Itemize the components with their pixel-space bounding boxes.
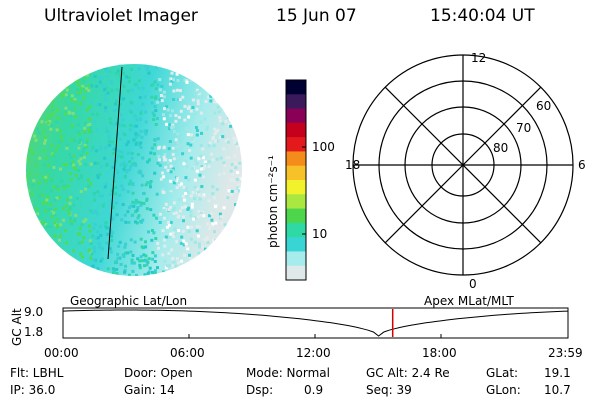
instrument-title: Ultraviolet Imager xyxy=(44,6,198,26)
geographic-caption: Geographic Lat/Lon xyxy=(70,294,188,308)
mlt-label-12: 12 xyxy=(471,51,486,65)
colorbar-unit-label: photon cm⁻²s⁻¹ xyxy=(266,155,280,248)
date-label: 15 Jun 07 xyxy=(276,6,357,26)
altitude-timeline: GC Alt 9.0 1.8 00:00 06:00 12:00 18:00 2… xyxy=(10,305,583,360)
x-tick-2359: 23:59 xyxy=(548,346,583,360)
y-tick-1-8: 1.8 xyxy=(24,325,43,339)
apex-caption: Apex MLat/MLT xyxy=(424,294,514,308)
glon-value: 10.7 xyxy=(544,383,571,397)
mlt-label-6: 6 xyxy=(578,158,586,172)
altitude-curve xyxy=(62,309,569,337)
gc-alt-status: GC Alt: 2.4 Re xyxy=(366,366,450,380)
polar-plot: 12 18 6 0 60 70 80 xyxy=(345,51,586,290)
glat-label: GLat: xyxy=(486,366,519,380)
gc-alt-axis-label: GC Alt xyxy=(10,308,24,346)
colorbar-tick-100: 100 xyxy=(312,140,335,154)
y-tick-9: 9.0 xyxy=(24,305,43,319)
terminator-line xyxy=(107,66,123,260)
x-tick-0000: 00:00 xyxy=(44,346,79,360)
lat-label-60: 60 xyxy=(536,99,551,113)
x-tick-1800: 18:00 xyxy=(422,346,457,360)
colorbar: photon cm⁻²s⁻¹ xyxy=(266,79,307,281)
x-tick-0600: 06:00 xyxy=(170,346,205,360)
uv-earth-image xyxy=(26,64,242,276)
ip-status: IP: 36.0 xyxy=(10,383,56,397)
seq-status: Seq: 39 xyxy=(366,383,412,397)
dsp-label: Dsp: xyxy=(246,383,274,397)
colorbar-tick-10: 10 xyxy=(312,227,328,241)
mode-status: Mode: Normal xyxy=(246,366,330,380)
mlt-label-0: 0 xyxy=(469,277,477,290)
time-label: 15:40:04 UT xyxy=(430,6,535,26)
glon-label: GLon: xyxy=(486,383,521,397)
x-tick-1200: 12:00 xyxy=(296,346,331,360)
glat-value: 19.1 xyxy=(544,366,571,380)
mlt-label-18: 18 xyxy=(345,158,360,172)
lat-label-70: 70 xyxy=(516,121,531,135)
filter-status: Flt: LBHL xyxy=(10,366,64,380)
lat-label-80: 80 xyxy=(493,141,508,155)
dsp-value: 0.9 xyxy=(304,383,324,397)
door-status: Door: Open xyxy=(124,366,193,380)
gain-status: Gain: 14 xyxy=(124,383,175,397)
